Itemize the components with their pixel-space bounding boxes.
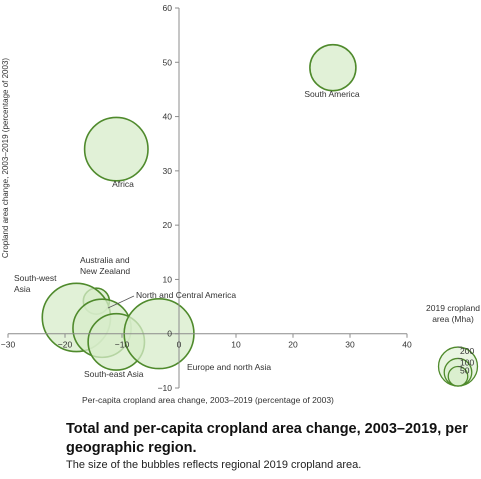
bubble-label-north-and-central-america: North and Central America xyxy=(136,290,236,300)
bubble-label-south-america: South America xyxy=(304,89,360,99)
y-tick-label: 20 xyxy=(163,220,173,230)
bubble-south-america xyxy=(309,43,357,92)
x-tick-label: 10 xyxy=(231,340,241,350)
x-tick-label: 30 xyxy=(345,340,355,350)
y-tick-label: 30 xyxy=(163,166,173,176)
x-tick-label: 40 xyxy=(402,340,412,350)
y-tick-label: −10 xyxy=(158,383,173,393)
bubble-label-europe-and-north-asia: Europe and north Asia xyxy=(187,362,271,372)
x-tick-label: −30 xyxy=(1,340,16,350)
size-legend-value: 100 xyxy=(460,357,474,367)
x-tick-label: −10 xyxy=(115,340,130,350)
figure-caption-subtitle: The size of the bubbles reflects regiona… xyxy=(66,459,362,471)
x-tick-label: 0 xyxy=(177,340,182,350)
bubble-label-australia-and-new-zealand: Australia and New Zealand xyxy=(80,255,130,276)
y-axis-title: Cropland area change, 2003–2019 (percent… xyxy=(1,58,10,258)
bubble-label-africa: Africa xyxy=(112,179,134,189)
leader-line-north-central-america xyxy=(107,295,135,309)
x-tick-label: 20 xyxy=(288,340,298,350)
size-legend-title: 2019 cropland area (Mha) xyxy=(426,303,480,324)
y-tick-label: 10 xyxy=(163,274,173,284)
bubble-chart: −30 −20 −10 0 10 20 30 40 −10 0 10 20 30 40 50 60 Per-ca… xyxy=(1,3,480,405)
bubble-africa xyxy=(83,116,149,182)
y-tick-label: 60 xyxy=(163,3,173,13)
x-tick-label: −20 xyxy=(58,340,73,350)
figure-caption-title: Total and per-capita cropland area chang… xyxy=(66,421,468,456)
size-legend-value: 50 xyxy=(460,366,470,376)
y-tick-label: 40 xyxy=(163,112,173,122)
bubble-label-south-east-asia: South-east Asia xyxy=(84,369,144,379)
x-axis-title: Per-capita cropland area change, 2003–20… xyxy=(82,395,334,405)
size-legend-value: 200 xyxy=(460,346,474,356)
bubble-label-south-west-asia: South-west Asia xyxy=(14,273,57,294)
y-tick-label: 0 xyxy=(167,329,172,339)
y-tick-label: 50 xyxy=(163,57,173,67)
